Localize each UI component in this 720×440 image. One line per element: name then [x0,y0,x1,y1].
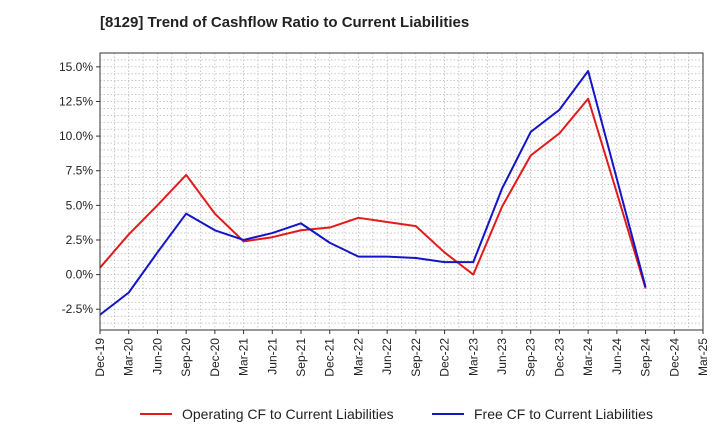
x-tick-label: Dec-22 [438,338,452,377]
y-tick-label: 7.5% [66,164,94,178]
y-tick-label: 0.0% [66,268,94,282]
x-tick-label: Dec-24 [667,338,681,377]
x-tick-label: Sep-20 [179,338,193,377]
series-line-operating-cf [99,97,647,289]
y-axis: -2.5% 0.0% 2.5% 5.0% 7.5% 10.0% 12.5% 15.0% [59,60,100,316]
x-tick-label: Jun-21 [265,338,279,375]
y-tick-label: 2.5% [66,233,94,247]
series-lines [99,70,647,316]
x-tick-label: Dec-23 [552,338,566,377]
y-tick-label: 10.0% [59,129,93,143]
x-tick-label: Jun-24 [610,338,624,375]
x-tick-label: Dec-21 [323,338,337,377]
legend-label: Free CF to Current Liabilities [474,406,653,422]
legend: Operating CF to Current Liabilities Free … [140,406,653,422]
x-axis: Dec-19 Mar-20 Jun-20 Sep-20 Dec-20 Mar-21 Jun-… [93,330,710,377]
y-tick-label: 15.0% [59,60,93,74]
x-tick-label: Mar-23 [466,338,480,376]
series-line-free-cf [99,70,647,316]
x-tick-label: Dec-20 [208,338,222,377]
x-tick-label: Mar-21 [237,338,251,376]
y-tick-label: 12.5% [59,94,93,108]
x-tick-label: Sep-22 [409,338,423,377]
x-tick-label: Jun-22 [380,338,394,375]
y-tick-label: 5.0% [66,198,94,212]
chart-title: [8129] Trend of Cashflow Ratio to Curren… [100,14,470,31]
x-tick-label: Sep-24 [639,338,653,377]
x-tick-label: Jun-23 [495,338,509,375]
x-tick-label: Mar-24 [581,338,595,376]
x-tick-label: Mar-25 [696,338,710,376]
y-tick-label: -2.5% [62,302,94,316]
grid-lines [99,52,704,331]
x-tick-label: Sep-21 [294,338,308,377]
x-tick-label: Mar-22 [351,338,365,376]
x-tick-label: Mar-20 [122,338,136,376]
plot-frame [99,52,704,331]
x-tick-label: Sep-23 [524,338,538,377]
legend-label: Operating CF to Current Liabilities [182,406,394,422]
x-tick-label: Jun-20 [150,338,164,375]
x-tick-label: Dec-19 [93,338,107,377]
